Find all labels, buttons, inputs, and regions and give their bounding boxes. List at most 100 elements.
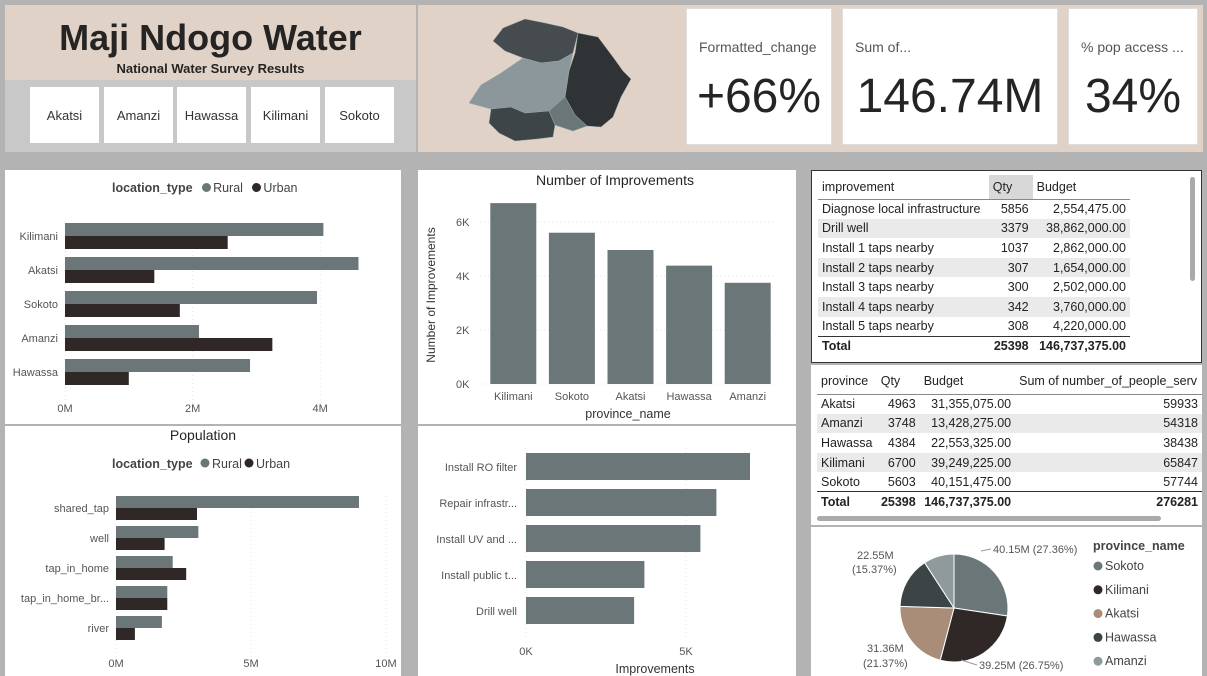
bar[interactable]: [526, 561, 645, 588]
bar[interactable]: [666, 265, 713, 384]
bar-urban[interactable]: [116, 628, 135, 640]
population-chart-panel: location_type Rural Urban Population 0M 5M 10M…: [5, 426, 401, 676]
bar-rural[interactable]: [65, 325, 199, 338]
bar-urban[interactable]: [116, 598, 168, 610]
province-pie-chart[interactable]: 40.15M (27.36%) 39.25M (26.75%) 31.36M (21.…: [811, 527, 1202, 676]
bar-rural[interactable]: [116, 616, 162, 628]
pie-slice-akatsi[interactable]: [899, 605, 955, 661]
table-row[interactable]: Install 2 taps nearby 307 1,654,000.00: [818, 257, 1130, 278]
total-row: Total 25398 146,737,375.00: [818, 335, 1130, 356]
table-cell: 300: [1007, 280, 1029, 295]
pie-slice-kilimani[interactable]: [939, 607, 1008, 663]
x-axis-title: province_name: [585, 407, 671, 421]
pie-slice-sokoto[interactable]: [953, 553, 1009, 617]
bar-rural[interactable]: [65, 223, 324, 236]
bar[interactable]: [526, 525, 701, 552]
bar-urban[interactable]: [116, 568, 187, 580]
pie-legend-label[interactable]: Amanzi: [1105, 654, 1147, 668]
table-cell: 3748: [887, 416, 916, 431]
table-cell: 1037: [1000, 240, 1029, 255]
chart-title: Number of Improvements: [536, 172, 694, 188]
table-scrollbar[interactable]: [1190, 177, 1195, 281]
table-row[interactable]: Diagnose local infrastructure 5856 2,554,4…: [818, 199, 1130, 219]
col-people-served[interactable]: Sum of number_of_people_serv: [1015, 368, 1202, 395]
bar[interactable]: [526, 597, 635, 624]
slicer-akatsi[interactable]: Akatsi: [29, 86, 100, 144]
table-cell: 59933: [1163, 397, 1198, 412]
card-label: Sum of...: [855, 39, 912, 55]
bar-rural[interactable]: [116, 556, 173, 568]
col-improvement[interactable]: improvement: [818, 175, 989, 200]
map[interactable]: [463, 13, 638, 143]
bar-urban[interactable]: [65, 372, 129, 385]
bar-urban[interactable]: [116, 538, 165, 550]
bar[interactable]: [607, 249, 654, 384]
bar[interactable]: [526, 453, 750, 480]
bar-urban[interactable]: [65, 270, 155, 283]
improvement-types-bar-chart[interactable]: 0K 5K Install RO filter Repair infrastr... I…: [418, 426, 796, 676]
table-row[interactable]: Install 5 taps nearby 308 4,220,000.00: [818, 317, 1130, 337]
improvements-bar-chart[interactable]: Number of Improvements 0K 2K 4K 6K Kilimani So…: [418, 170, 796, 424]
population-bar-chart[interactable]: location_type Rural Urban Population 0M 5M 10M…: [5, 426, 401, 676]
bar-rural[interactable]: [65, 359, 251, 372]
bar-rural[interactable]: [116, 586, 168, 598]
table-cell: Install 5 taps nearby: [822, 319, 934, 334]
pie-legend-label[interactable]: Akatsi: [1105, 607, 1139, 621]
table-cell: 2,862,000.00: [1053, 240, 1126, 255]
pie-label-kilimani: 39.25M (26.75%): [979, 660, 1063, 672]
table-row[interactable]: Install 1 taps nearby 1037 2,862,000.00: [818, 238, 1130, 258]
bar-rural[interactable]: [116, 526, 199, 538]
col-budget[interactable]: Budget: [1032, 175, 1130, 200]
chart-title: Population: [170, 427, 236, 443]
slicer-sokoto[interactable]: Sokoto: [324, 86, 395, 144]
slicer-amanzi[interactable]: Amanzi: [103, 86, 174, 144]
province-table: province Qty Budget Sum of number_of_peo…: [817, 368, 1202, 512]
pie-legend-label[interactable]: Kilimani: [1105, 583, 1149, 597]
col-budget[interactable]: Budget: [919, 368, 1016, 395]
pie-slice-hawassa[interactable]: [899, 561, 955, 609]
x-tick-label: 2M: [185, 403, 200, 415]
pie-legend-label[interactable]: Hawassa: [1105, 630, 1156, 644]
col-qty[interactable]: Qty: [988, 175, 1033, 200]
table-row[interactable]: Drill well 3379 38,862,000.00: [818, 218, 1130, 239]
y-tick-label: Sokoto: [24, 299, 58, 311]
table-row[interactable]: Kilimani 6700 39,249,225.00 65847: [817, 452, 1202, 473]
bar-rural[interactable]: [116, 496, 359, 508]
table-row[interactable]: Sokoto 5603 40,151,475.00 57744: [817, 472, 1202, 492]
pie-slice-amanzi[interactable]: [923, 553, 955, 610]
card-value: +66%: [696, 70, 822, 123]
legend-rural-label: Rural: [212, 457, 242, 471]
bar-rural[interactable]: [65, 257, 359, 270]
bar[interactable]: [548, 232, 595, 384]
total-row: Total 25398 146,737,375.00 276281: [817, 491, 1202, 512]
table-cell: Sokoto: [821, 474, 860, 489]
table-row[interactable]: Install 3 taps nearby 300 2,502,000.00: [818, 277, 1130, 297]
map-region-sokoto: [492, 18, 579, 64]
bar-rural[interactable]: [65, 291, 318, 304]
total-cell: 25398: [876, 491, 920, 512]
col-province[interactable]: province: [817, 368, 877, 395]
bar[interactable]: [490, 203, 537, 384]
bar-urban[interactable]: [116, 508, 197, 520]
slicer-hawassa[interactable]: Hawassa: [176, 86, 247, 144]
bar-urban[interactable]: [65, 304, 180, 317]
col-qty[interactable]: Qty: [876, 368, 920, 395]
y-tick-label: Drill well: [476, 606, 517, 618]
bar[interactable]: [526, 489, 717, 516]
pie-legend-label[interactable]: Sokoto: [1105, 559, 1144, 573]
table-row[interactable]: Akatsi 4963 31,355,075.00 59933: [817, 394, 1202, 414]
bar-urban[interactable]: [65, 236, 228, 249]
slicer-kilimani[interactable]: Kilimani: [250, 86, 321, 144]
table-row[interactable]: Install 4 taps nearby 342 3,760,000.00: [818, 296, 1130, 317]
table-cell: 1,654,000.00: [1053, 260, 1126, 275]
table-cell: 4384: [887, 435, 916, 450]
bar-urban[interactable]: [65, 338, 273, 351]
horizontal-scrollbar[interactable]: [817, 516, 1161, 521]
table-row[interactable]: Amanzi 3748 13,428,275.00 54318: [817, 413, 1202, 434]
location-bar-chart[interactable]: 0M 2M 4M Kilimani Akatsi Sokoto Amanzi Hawassa: [5, 210, 401, 420]
table-row[interactable]: Hawassa 4384 22,553,325.00 38438: [817, 433, 1202, 453]
population-legend: location_type: [112, 457, 193, 471]
x-tick-label: 0K: [519, 646, 533, 658]
legend-title: location_type: [112, 181, 193, 195]
bar[interactable]: [724, 282, 771, 384]
